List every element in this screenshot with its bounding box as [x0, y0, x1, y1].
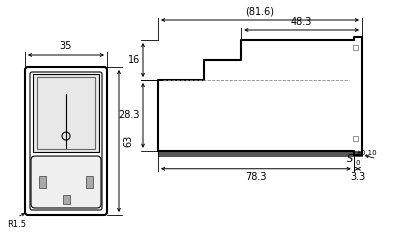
Bar [353, 136, 358, 141]
Text: (81.6): (81.6) [246, 7, 274, 17]
Text: 78.3: 78.3 [245, 172, 267, 182]
Bar [39, 176, 46, 188]
Text: R1.5: R1.5 [7, 220, 26, 229]
Bar [33, 74, 99, 152]
Text: 16: 16 [128, 55, 140, 65]
Text: S: S [347, 154, 353, 164]
Bar [86, 176, 93, 188]
Text: 3.3: 3.3 [350, 172, 366, 182]
Text: +0.10: +0.10 [356, 150, 377, 156]
Bar [353, 45, 358, 50]
Text: 35: 35 [60, 41, 72, 51]
Bar [62, 195, 70, 204]
Text: 0: 0 [356, 160, 360, 166]
Text: 48.3: 48.3 [291, 17, 312, 27]
Bar [37, 77, 95, 149]
Bar [158, 151, 363, 157]
FancyBboxPatch shape [31, 156, 101, 208]
Text: 28.3: 28.3 [118, 110, 140, 120]
Text: 63: 63 [123, 135, 133, 147]
